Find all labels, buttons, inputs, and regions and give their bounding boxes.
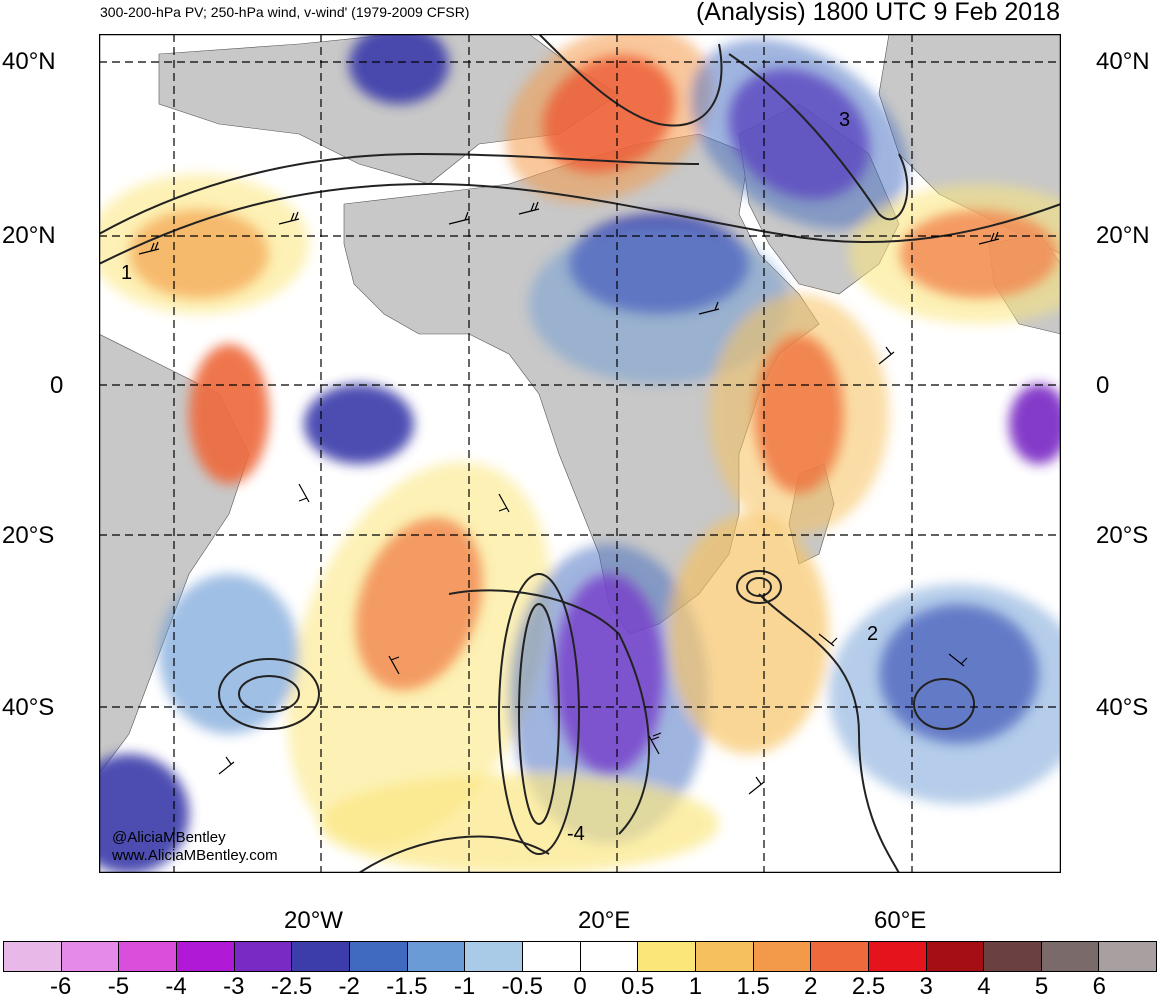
colorbar-box	[810, 941, 868, 972]
colorbar-box	[348, 941, 407, 972]
contour-label-3: 3	[839, 109, 850, 131]
colorbar-box	[694, 941, 753, 972]
map-title-left: 300-200-hPa PV; 250-hPa wind, v-wind' (1…	[100, 4, 470, 20]
credit-handle: @AliciaMBentley	[112, 829, 226, 846]
credit-website: www.AliciaMBentley.com	[112, 847, 278, 864]
colorbar-box	[983, 941, 1041, 972]
contour-label-1: 1	[121, 262, 132, 284]
graticule	[99, 34, 1061, 873]
colorbar-label: 4	[977, 973, 991, 1000]
colorbar-label: -2	[338, 973, 360, 1000]
lon-label-20e: 20°E	[578, 907, 631, 934]
colorbar-box	[925, 941, 984, 972]
colorbar	[3, 941, 1158, 972]
colorbar-box	[637, 941, 695, 972]
colorbar-label: -0.5	[501, 973, 543, 1000]
colorbar-label: 6	[1092, 973, 1106, 1000]
colorbar-labels: -6 -5 -4 -3 -2.5 -2 -1.5 -1 -0.5 0 0.5 1 1.5 2 2.5 3 4 5 6	[0, 975, 1160, 999]
colorbar-label: -3	[223, 973, 245, 1000]
lat-label-eq-right: 0	[1096, 372, 1110, 399]
map-border	[99, 34, 1061, 873]
lat-label-20n-left: 20°N	[2, 222, 56, 249]
lon-label-20w: 20°W	[284, 907, 343, 934]
colorbar-label: -6	[50, 973, 72, 1000]
pv-shading	[99, 34, 1061, 873]
colorbar-label: 0.5	[621, 973, 655, 1000]
colorbar-box	[1098, 941, 1158, 972]
colorbar-label: -1.5	[386, 973, 428, 1000]
lat-label-40n-right: 40°N	[1096, 48, 1150, 75]
pv-contours	[99, 34, 1061, 873]
lat-label-40s-right: 40°S	[1096, 694, 1149, 721]
colorbar-label: 1	[688, 973, 703, 1000]
lat-label-20s-left: 20°S	[2, 522, 55, 549]
colorbar-label: 2	[804, 973, 818, 1000]
pv-wind-map: 1 3 2 -4	[99, 34, 1061, 873]
colorbar-label: -2.5	[270, 973, 313, 1000]
lat-label-40s-left: 40°S	[2, 694, 55, 721]
contour-label-neg4: -4	[567, 823, 585, 845]
colorbar-box	[867, 941, 926, 972]
lat-label-20s-right: 20°S	[1096, 522, 1149, 549]
colorbar-box	[233, 941, 292, 972]
colorbar-label: -1	[453, 973, 476, 1000]
colorbar-box	[291, 941, 349, 972]
colorbar-label: 1.5	[736, 973, 770, 1000]
colorbar-label: -4	[165, 973, 187, 1000]
colorbar-box	[579, 941, 638, 972]
colorbar-box	[752, 941, 811, 972]
colorbar-label: -5	[107, 973, 130, 1000]
colorbar-label: 5	[1034, 973, 1049, 1000]
wind-barbs	[138, 201, 1000, 795]
colorbar-box	[118, 941, 176, 972]
colorbar-label: 2.5	[851, 973, 886, 1000]
lat-label-20n-right: 20°N	[1096, 222, 1150, 249]
colorbar-label: 0	[573, 973, 587, 1000]
lat-label-40n-left: 40°N	[2, 48, 56, 75]
contour-label-2: 2	[867, 623, 878, 645]
map-title-right: (Analysis) 1800 UTC 9 Feb 2018	[695, 0, 1060, 26]
colorbar-box	[60, 941, 119, 972]
colorbar-box	[1040, 941, 1099, 972]
colorbar-box	[521, 941, 580, 972]
colorbar-box	[175, 941, 234, 972]
colorbar-box	[406, 941, 465, 972]
author-credit: @AliciaMBentley www.AliciaMBentley.com	[112, 829, 278, 865]
lon-label-60e: 60°E	[874, 907, 927, 934]
lat-label-eq-left: 0	[50, 372, 64, 399]
colorbar-label: 3	[919, 973, 933, 1000]
colorbar-box	[3, 941, 61, 972]
colorbar-box	[464, 941, 522, 972]
